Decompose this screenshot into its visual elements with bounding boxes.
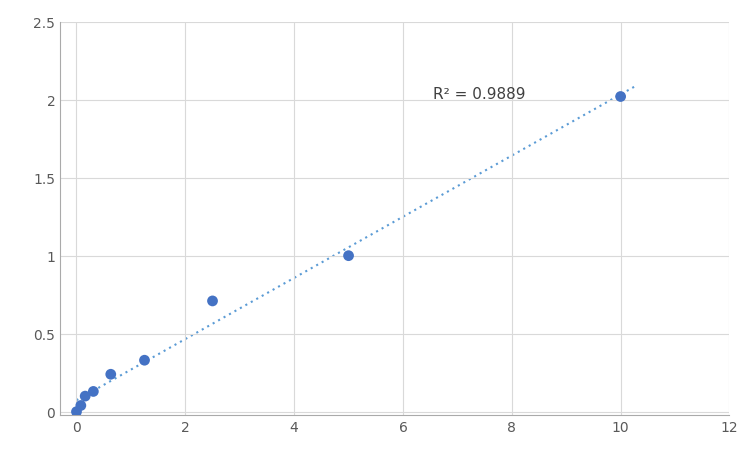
Point <box>342 253 354 260</box>
Point <box>105 371 117 378</box>
Point <box>138 357 150 364</box>
Text: R² = 0.9889: R² = 0.9889 <box>433 87 526 101</box>
Point <box>207 298 219 305</box>
Point <box>74 402 86 409</box>
Point <box>79 393 91 400</box>
Point <box>87 388 99 395</box>
Point <box>71 408 83 415</box>
Point <box>614 94 626 101</box>
